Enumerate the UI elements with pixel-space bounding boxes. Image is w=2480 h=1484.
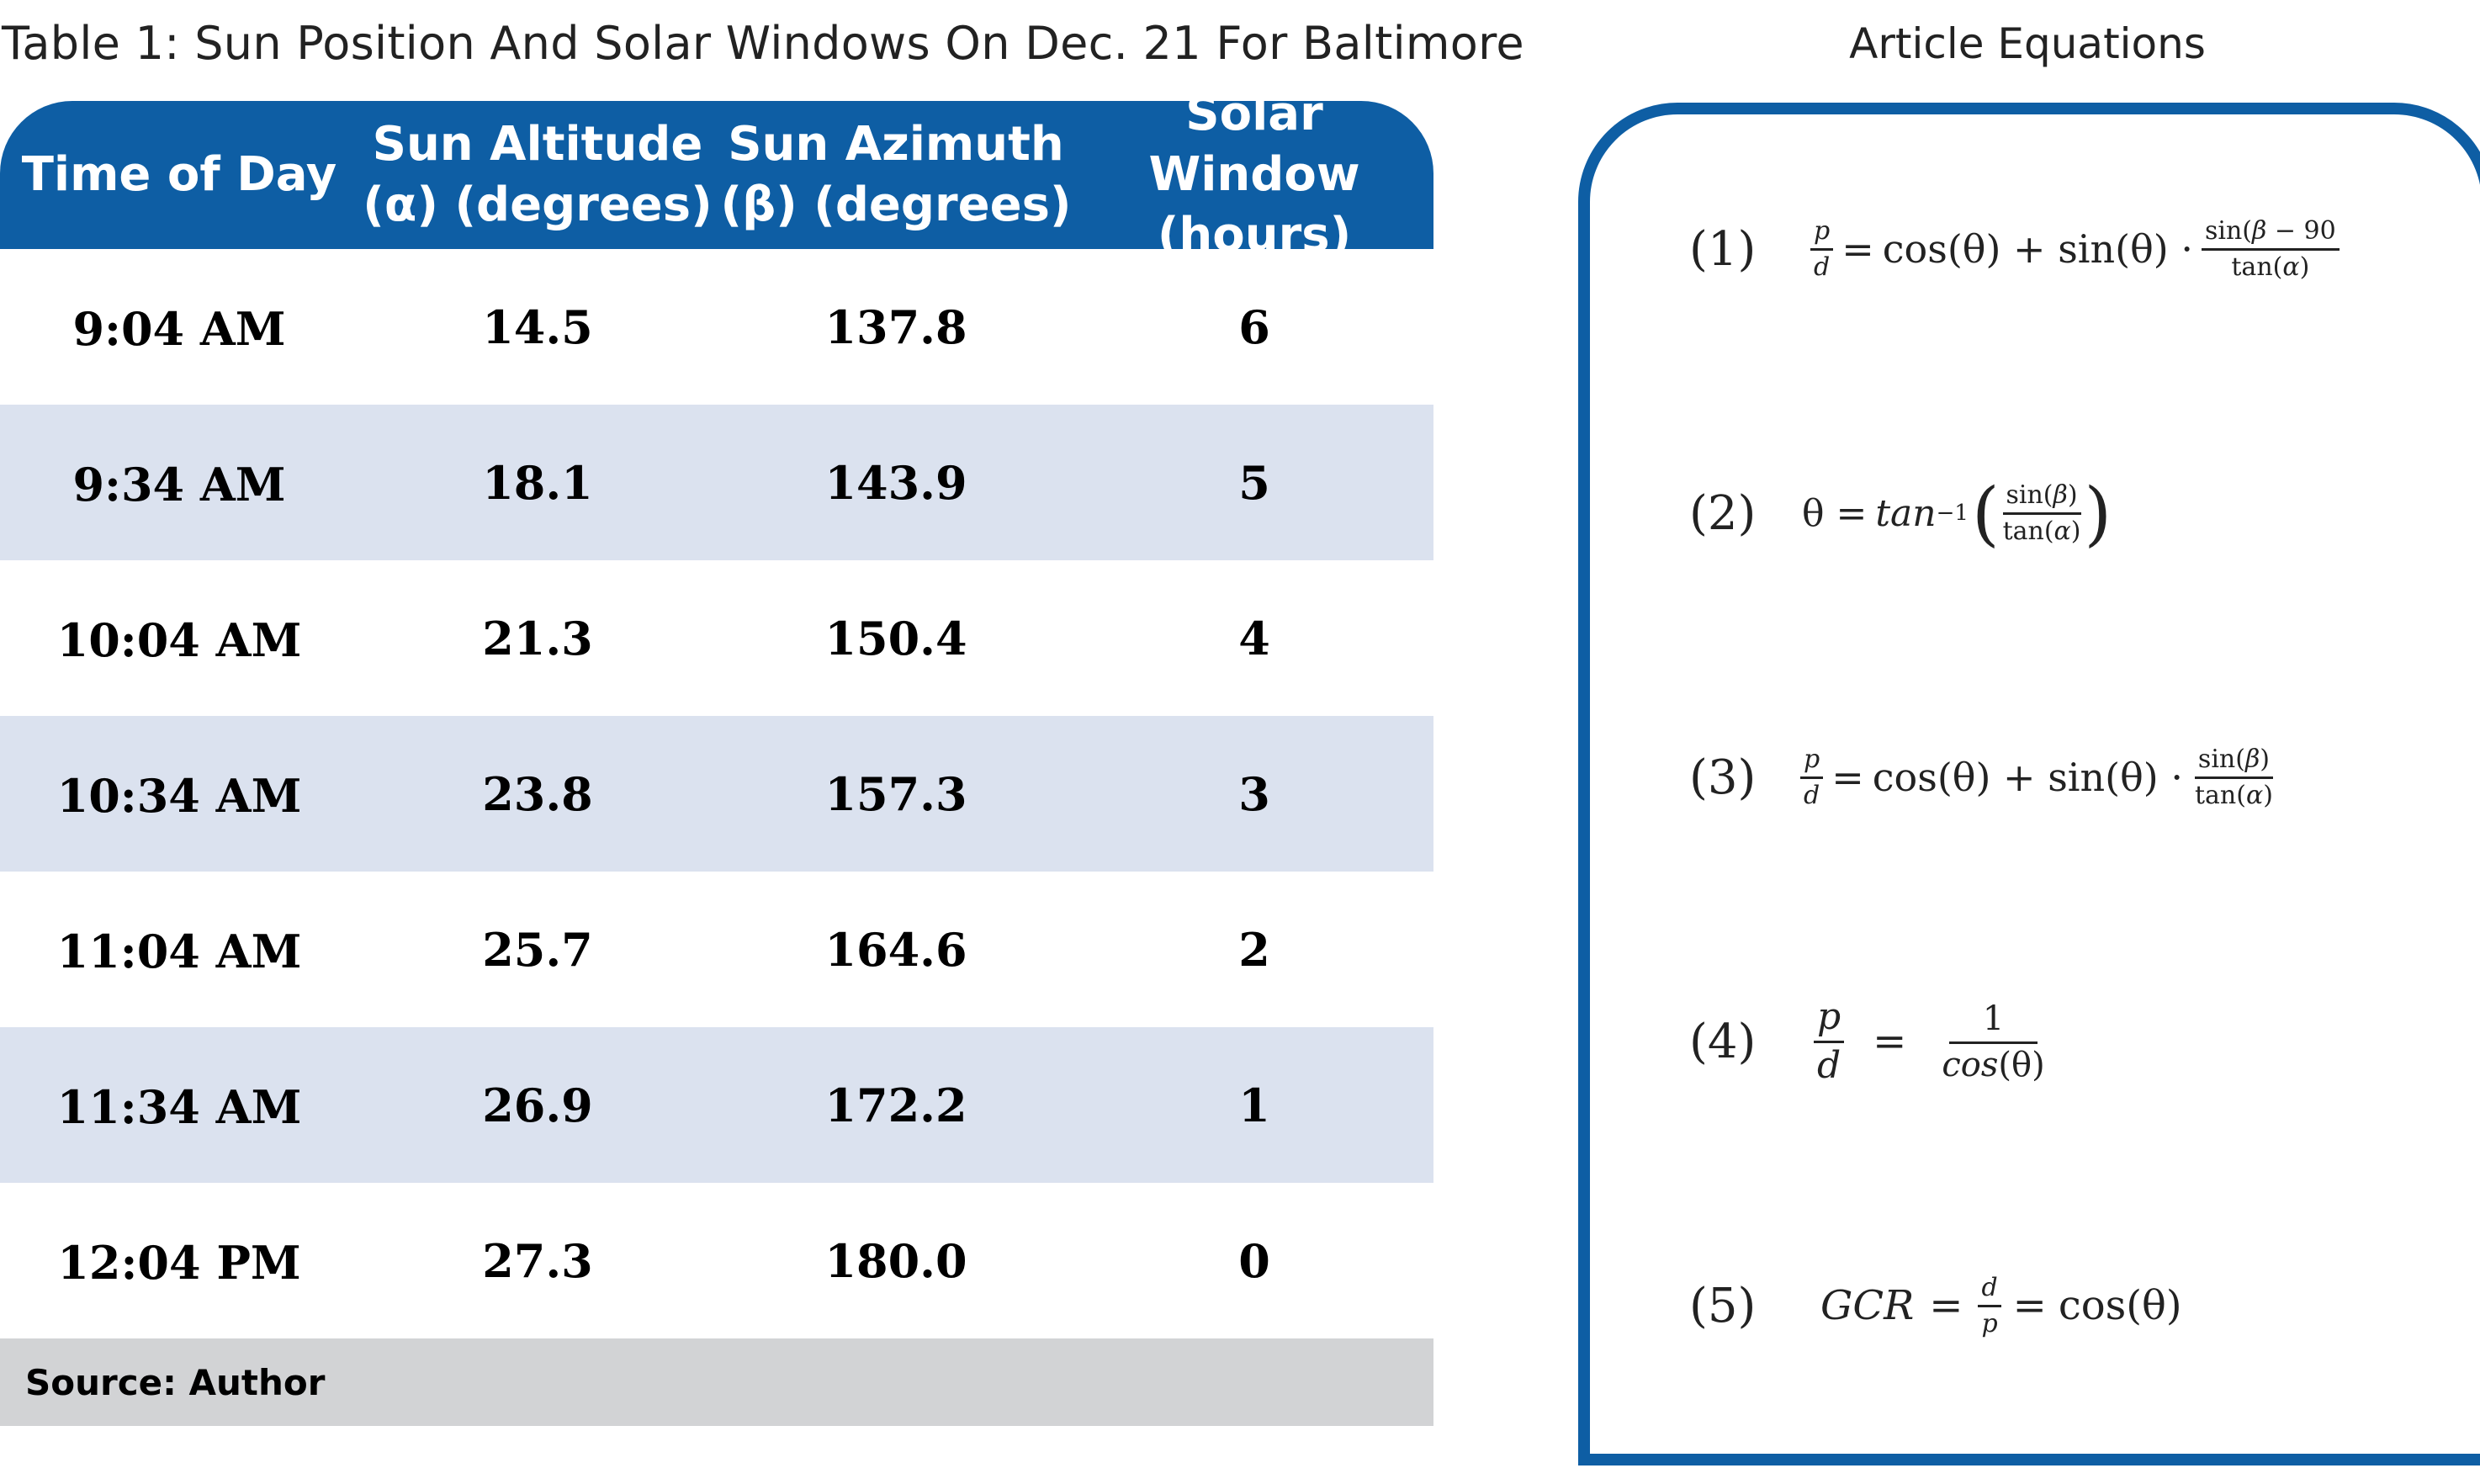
cell-solar-window: 1 [1238,1078,1270,1132]
table-row: 11:34 AM 26.9 172.2 1 [0,1027,1433,1183]
table-row: 12:04 PM 27.3 180.0 0 [0,1183,1433,1338]
header-solar-window: Solar Window (hours) [1075,87,1433,262]
cell-altitude: 21.3 [482,611,593,665]
cell-time: 11:04 AM [56,924,302,978]
cell-azimuth: 143.9 [824,455,967,510]
cell-solar-window: 5 [1238,455,1270,510]
table-row: 9:04 AM 14.5 137.8 6 [0,249,1433,405]
source-bar: Source: Author [0,1338,1433,1426]
header-sun-altitude: Sun Altitude (α) (degrees) [358,101,717,249]
header-sublabel: (hours) [1157,208,1352,262]
cell-time: 10:34 AM [56,768,302,823]
cell-solar-window: 3 [1238,766,1270,821]
cell-solar-window: 6 [1238,299,1270,354]
cell-solar-window: 2 [1238,922,1270,977]
equation-number: (3) [1689,750,1757,805]
equation-number: (1) [1689,221,1757,277]
cell-time: 9:04 AM [72,301,286,356]
table-header-row: Time of Day Sun Altitude (α) (degrees) S… [0,87,1433,262]
cell-azimuth: 157.3 [824,766,967,821]
cell-time: 12:04 PM [57,1235,301,1290]
cell-time: 9:34 AM [72,457,286,511]
header-sublabel: (α) (degrees) [363,178,713,232]
cell-solar-window: 0 [1238,1233,1270,1288]
cell-solar-window: 4 [1238,611,1270,665]
equation-number: (2) [1689,485,1757,541]
equation-number: (4) [1689,1014,1757,1069]
cell-azimuth: 180.0 [824,1233,967,1288]
header-sublabel: (β) (degrees) [720,178,1072,232]
header-label: Sun Altitude [372,117,703,172]
equation-number: (5) [1689,1278,1757,1333]
header-label: Sun Azimuth [728,117,1064,172]
table-title: Table 1: Sun Position And Solar Windows … [2,17,1524,70]
cell-time: 10:04 AM [56,612,302,667]
table-row: 10:34 AM 23.8 157.3 3 [0,716,1433,872]
cell-altitude: 18.1 [482,455,593,510]
cell-azimuth: 164.6 [824,922,967,977]
equation-2-formula: θ = tan −1 ( sin(β) tan(α) ) [1802,471,2112,554]
cell-altitude: 27.3 [482,1233,593,1288]
table-row: 10:04 AM 21.3 150.4 4 [0,560,1433,716]
equations-title: Article Equations [1849,19,2206,68]
equation-2: (2) θ = tan −1 ( sin(β) tan(α) ) [1590,437,2480,589]
header-sun-azimuth: Sun Azimuth (β) (degrees) [717,101,1075,249]
cell-azimuth: 137.8 [824,299,967,354]
table-row: 9:34 AM 18.1 143.9 5 [0,405,1433,560]
header-label: Time of Day [21,147,337,202]
cell-altitude: 25.7 [482,922,593,977]
cell-azimuth: 172.2 [824,1078,967,1132]
cell-altitude: 23.8 [482,766,593,821]
cell-altitude: 26.9 [482,1078,593,1132]
header-time-of-day: Time of Day [0,101,358,249]
cell-time: 11:34 AM [56,1079,302,1134]
header-label: Solar Window [1148,87,1360,202]
source-note: Source: Author [25,1361,326,1403]
table-row: 11:04 AM 25.7 164.6 2 [0,872,1433,1027]
cell-altitude: 14.5 [482,299,593,354]
cell-azimuth: 150.4 [824,611,967,665]
sun-position-table: Time of Day Sun Altitude (α) (degrees) S… [0,87,1433,1426]
